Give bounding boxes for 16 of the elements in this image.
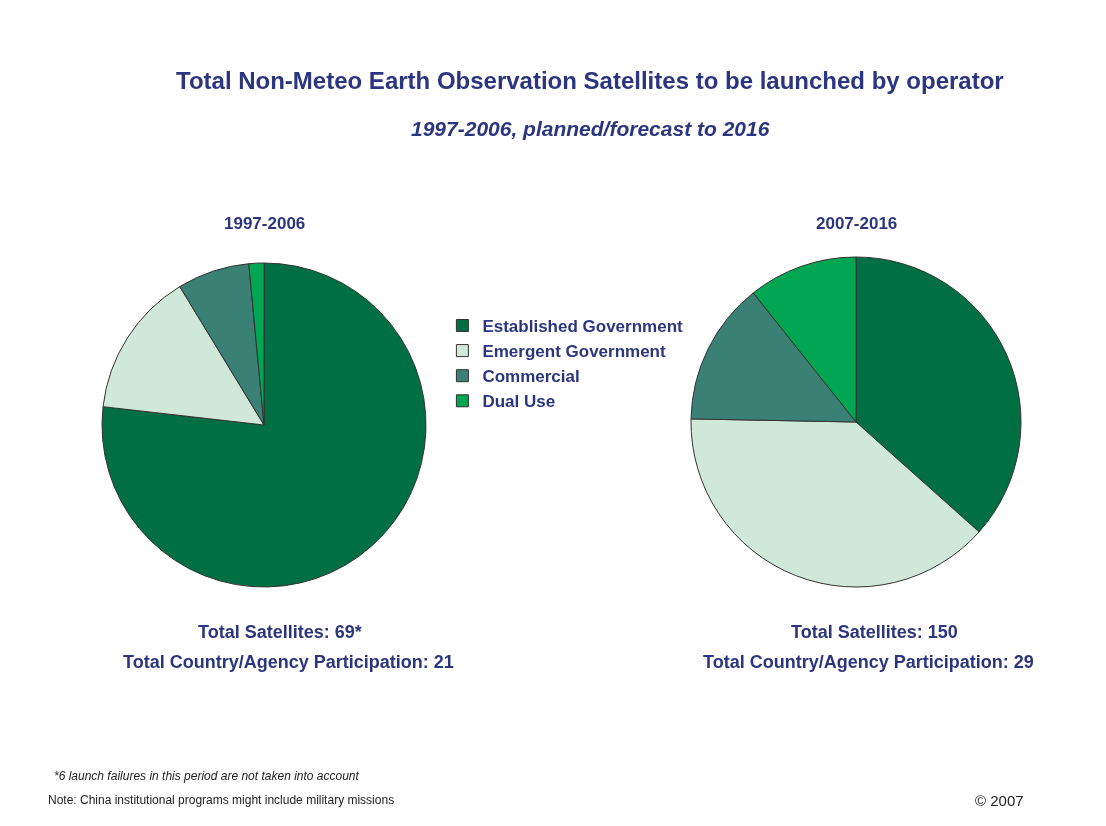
pie-slice [101, 262, 427, 588]
legend-label: Established Government [482, 317, 684, 337]
legend-label: Commercial [482, 367, 580, 387]
legend-label: Emergent Government [482, 342, 666, 362]
text: Total Satellites: 69* [198, 622, 362, 642]
text: Total Non-Meteo Earth Observation Satellites to be launched by operator [176, 67, 1004, 94]
text: Total Satellites: 150 [791, 622, 958, 642]
text: Note: China institutional programs might include military missions [48, 793, 395, 807]
chart-title: 2007-2016 [816, 214, 898, 233]
legend-label: Dual Use [482, 392, 556, 412]
text: Total Country/Agency Participation: 29 [703, 652, 1034, 672]
text: 1997-2006, planned/forecast to 2016 [411, 117, 770, 140]
text: Total Country/Agency Participation: 21 [123, 652, 454, 672]
text: © 2007 [975, 792, 1024, 809]
chart-title: 1997-2006 [224, 214, 306, 233]
text: *6 launch failures in this period are not taken into account [54, 769, 360, 783]
